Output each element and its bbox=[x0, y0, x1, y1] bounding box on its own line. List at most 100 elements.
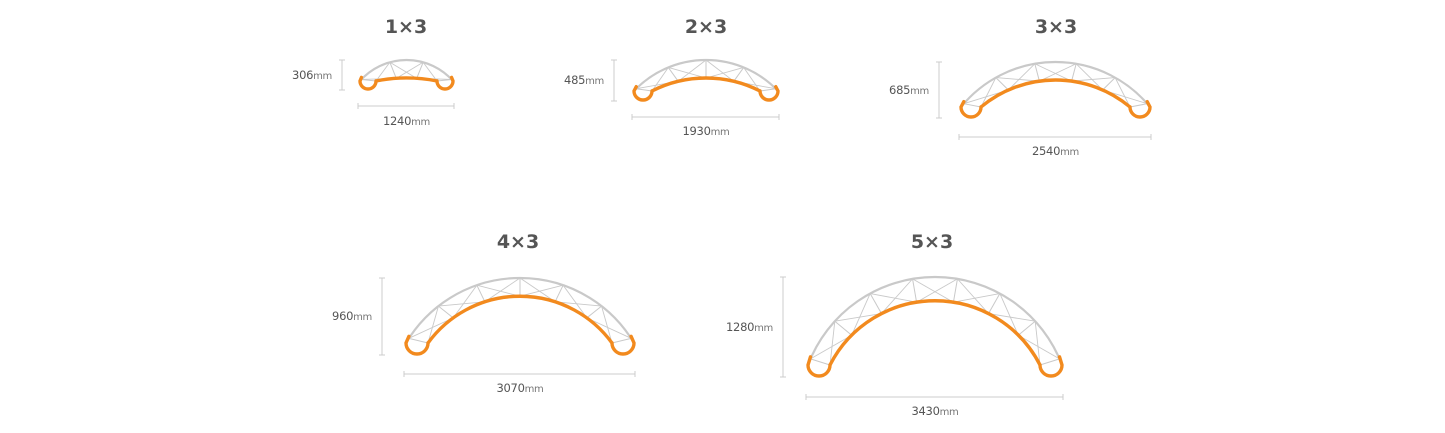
truss-strut bbox=[586, 305, 602, 319]
truss-diagonal bbox=[586, 317, 632, 339]
truss-strut bbox=[408, 337, 429, 344]
truss-diagonal bbox=[980, 77, 997, 108]
height-value: 485 bbox=[564, 73, 586, 87]
right-hook bbox=[1038, 355, 1064, 378]
truss-diagonal bbox=[1008, 63, 1036, 91]
width-label: 3070mm bbox=[497, 381, 544, 395]
truss-diagonal bbox=[677, 59, 707, 82]
width-value: 3070 bbox=[496, 381, 525, 395]
truss-diagonal bbox=[870, 293, 917, 303]
truss-strut bbox=[869, 293, 882, 314]
truss-strut bbox=[834, 320, 853, 336]
truss-strut bbox=[667, 67, 679, 82]
truss-diagonal bbox=[834, 313, 882, 322]
right-hook bbox=[758, 84, 780, 102]
truss-diagonal bbox=[1075, 63, 1103, 91]
frame-title: 1×3 bbox=[384, 16, 428, 38]
truss-strut bbox=[554, 285, 564, 303]
truss-diagonal bbox=[375, 62, 391, 82]
truss-diagonal bbox=[1039, 63, 1077, 82]
truss-diagonal bbox=[705, 67, 744, 79]
height-label: 685mm bbox=[889, 83, 929, 97]
truss-diagonal bbox=[957, 278, 989, 314]
unit: mm bbox=[1060, 147, 1079, 158]
height-label: 1280mm bbox=[726, 320, 773, 334]
outer-arc bbox=[359, 58, 454, 82]
left-hook bbox=[632, 84, 654, 102]
truss-diagonal bbox=[1114, 77, 1131, 108]
truss-strut bbox=[810, 358, 831, 366]
outer-arc bbox=[633, 58, 779, 92]
frame-title: 3×3 bbox=[1034, 16, 1078, 38]
right-hook bbox=[435, 75, 455, 91]
unit: mm bbox=[313, 70, 332, 82]
height-value: 960 bbox=[332, 309, 354, 323]
inner-arc bbox=[375, 76, 438, 83]
frame-title: 2×3 bbox=[684, 16, 728, 38]
truss-diagonal bbox=[562, 284, 588, 319]
truss-strut bbox=[1034, 63, 1040, 82]
height-value: 306 bbox=[292, 67, 314, 82]
frame-title: 5×3 bbox=[910, 231, 954, 253]
width-value: 3430 bbox=[911, 404, 940, 418]
unit: mm bbox=[353, 312, 372, 323]
truss-strut bbox=[1129, 103, 1148, 108]
inner-arc bbox=[651, 76, 761, 93]
frame-title: 4×3 bbox=[496, 231, 540, 253]
height-label: 960mm bbox=[332, 309, 372, 323]
truss-diagonal bbox=[743, 67, 761, 92]
truss-strut bbox=[988, 293, 1001, 314]
truss-diagonal bbox=[916, 278, 958, 303]
unit: mm bbox=[411, 117, 430, 128]
unit: mm bbox=[585, 76, 604, 87]
truss-diagonal bbox=[476, 284, 521, 297]
width-label: 1240mm bbox=[383, 114, 430, 128]
truss-strut bbox=[438, 305, 454, 319]
truss-strut bbox=[733, 67, 745, 82]
left-hook bbox=[959, 99, 983, 119]
width-label: 3430mm bbox=[912, 404, 959, 418]
height-value: 1280 bbox=[726, 319, 755, 334]
truss-diagonal bbox=[1034, 63, 1072, 82]
truss-diagonal bbox=[519, 277, 556, 303]
height-value: 685 bbox=[889, 82, 911, 97]
truss-diagonal bbox=[519, 284, 564, 297]
truss-diagonal bbox=[422, 62, 438, 82]
inner-arc bbox=[979, 78, 1132, 109]
truss-diagonal bbox=[452, 284, 478, 319]
outer-arc bbox=[405, 276, 635, 344]
left-hook bbox=[806, 355, 832, 378]
inner-arc bbox=[426, 294, 614, 345]
truss-diagonal bbox=[881, 278, 913, 314]
truss-diagonal bbox=[912, 278, 954, 303]
truss-diagonal bbox=[484, 277, 521, 303]
truss-diagonal bbox=[396, 61, 424, 79]
truss-diagonal bbox=[651, 67, 669, 92]
truss-diagonal bbox=[851, 293, 871, 336]
truss-strut bbox=[611, 337, 632, 344]
truss-strut bbox=[636, 88, 653, 92]
truss-diagonal bbox=[953, 293, 1000, 303]
truss-diagonal bbox=[999, 293, 1019, 336]
truss-diagonal bbox=[601, 305, 613, 344]
truss-strut bbox=[1039, 358, 1060, 366]
truss-diagonal bbox=[1018, 334, 1060, 360]
left-hook bbox=[358, 75, 378, 91]
truss-strut bbox=[759, 88, 776, 92]
truss-strut bbox=[1102, 77, 1116, 91]
right-hook bbox=[610, 334, 636, 356]
inner-arc bbox=[828, 299, 1042, 366]
truss-strut bbox=[476, 285, 486, 303]
right-hook bbox=[1128, 99, 1152, 119]
truss-diagonal bbox=[408, 317, 454, 339]
width-label: 2540mm bbox=[1032, 144, 1079, 158]
truss-strut bbox=[912, 278, 918, 303]
truss-strut bbox=[995, 77, 1009, 91]
unit: mm bbox=[710, 127, 730, 138]
truss-strut bbox=[952, 278, 958, 303]
height-label: 306mm bbox=[292, 68, 332, 82]
unit: mm bbox=[524, 384, 544, 395]
truss-diagonal bbox=[1034, 321, 1041, 366]
truss-diagonal bbox=[555, 301, 602, 307]
